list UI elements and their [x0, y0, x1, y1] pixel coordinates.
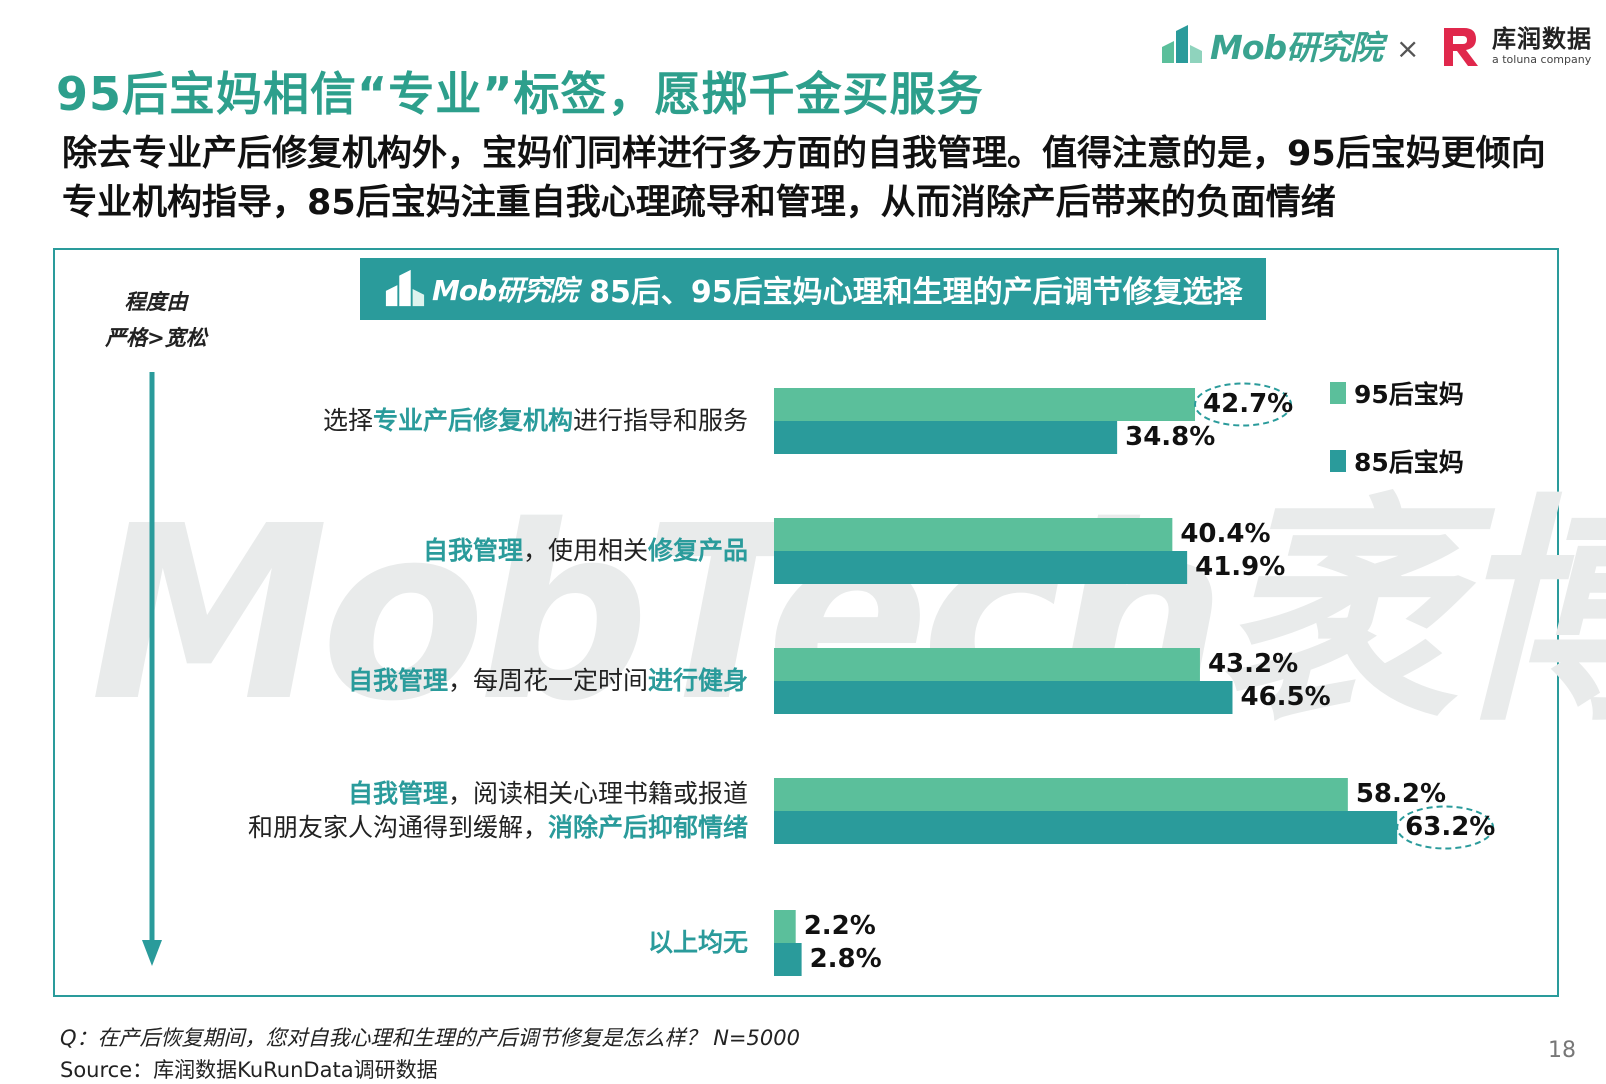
bar-85-4	[774, 943, 802, 976]
legend-item-95: 95后宝妈	[1330, 375, 1464, 411]
value-label-95-3: 58.2%	[1355, 779, 1447, 809]
scale-label-line-2: 严格>宽松	[105, 326, 207, 350]
kurun-logo: 库润数据 a toluna company	[1440, 24, 1592, 68]
value-label-85-1: 41.9%	[1195, 552, 1286, 582]
chart-frame	[53, 248, 1559, 997]
bar-85-3	[774, 811, 1398, 844]
source-note: Source：库润数据KuRunData调研数据	[60, 1058, 438, 1082]
bar-85-1	[774, 551, 1188, 584]
scale-label-line-1: 程度由	[124, 290, 188, 314]
collab-sign: ×	[1396, 32, 1420, 65]
value-label-95-4: 2.2%	[803, 911, 876, 941]
kurun-name: 库润数据	[1492, 25, 1592, 53]
chart-banner: Mob研究院 85后、95后宝妈心理和生理的产后调节修复选择	[360, 258, 1266, 320]
bar-95-1	[774, 518, 1173, 551]
mob-logo-icon	[385, 269, 425, 307]
category-label-0: 选择专业产后修复机构进行指导和服务	[322, 406, 748, 435]
category-label-4: 以上均无	[647, 928, 748, 957]
scale-arrow-icon	[142, 372, 162, 966]
page-number: 18	[1548, 1038, 1576, 1063]
mob-logo-icon	[1162, 25, 1202, 63]
bar-95-4	[774, 910, 796, 943]
kurun-logo-icon	[1444, 28, 1478, 66]
legend-swatch-95	[1330, 382, 1346, 404]
value-label-95-0: 42.7%	[1203, 389, 1294, 419]
highlight-ellipse-1	[1396, 805, 1495, 850]
value-label-85-0: 34.8%	[1125, 422, 1216, 452]
scale-label: 程度由 严格>宽松	[96, 284, 216, 356]
value-label-95-2: 43.2%	[1207, 649, 1299, 679]
value-label-85-4: 2.8%	[809, 944, 882, 974]
value-label-85-3: 63.2%	[1405, 812, 1496, 842]
bar-95-0	[774, 388, 1196, 421]
category-label-2: 自我管理，每周花一定时间进行健身	[347, 666, 748, 695]
value-label-85-2: 46.5%	[1240, 682, 1331, 712]
highlight-ellipse-0	[1194, 382, 1293, 427]
page-title: 95后宝妈相信“专业”标签，愿掷千金买服务	[56, 67, 984, 121]
legend-label-85: 85后宝妈	[1354, 448, 1464, 477]
legend-item-85: 85后宝妈	[1330, 443, 1464, 479]
mob-logo-text: Mob研究院	[1210, 28, 1383, 67]
mob-logo: Mob研究院	[1160, 22, 1383, 68]
bar-95-2	[774, 648, 1200, 681]
category-label-1: 自我管理，使用相关修复产品	[422, 536, 748, 565]
legend-label-95: 95后宝妈	[1354, 380, 1464, 409]
banner-mob-text: Mob研究院	[432, 274, 578, 307]
bar-95-3	[774, 778, 1348, 811]
legend-swatch-85	[1330, 450, 1346, 472]
survey-question: Q：在产后恢复期间，您对自我心理和生理的产后调节修复是怎么样？ N=5000	[60, 1026, 800, 1050]
bar-85-0	[774, 421, 1118, 454]
page-subtitle: 除去专业产后修复机构外，宝妈们同样进行多方面的自我管理。值得注意的是，95后宝妈…	[62, 134, 1546, 223]
bar-85-2	[774, 681, 1233, 714]
value-label-95-1: 40.4%	[1180, 519, 1271, 549]
category-label-3: 自我管理，阅读相关心理书籍或报道 和朋友家人沟通得到缓解，消除产后抑郁情绪	[247, 779, 748, 842]
kurun-sub: a toluna company	[1492, 53, 1592, 66]
chart-title: 85后、95后宝妈心理和生理的产后调节修复选择	[589, 275, 1243, 310]
